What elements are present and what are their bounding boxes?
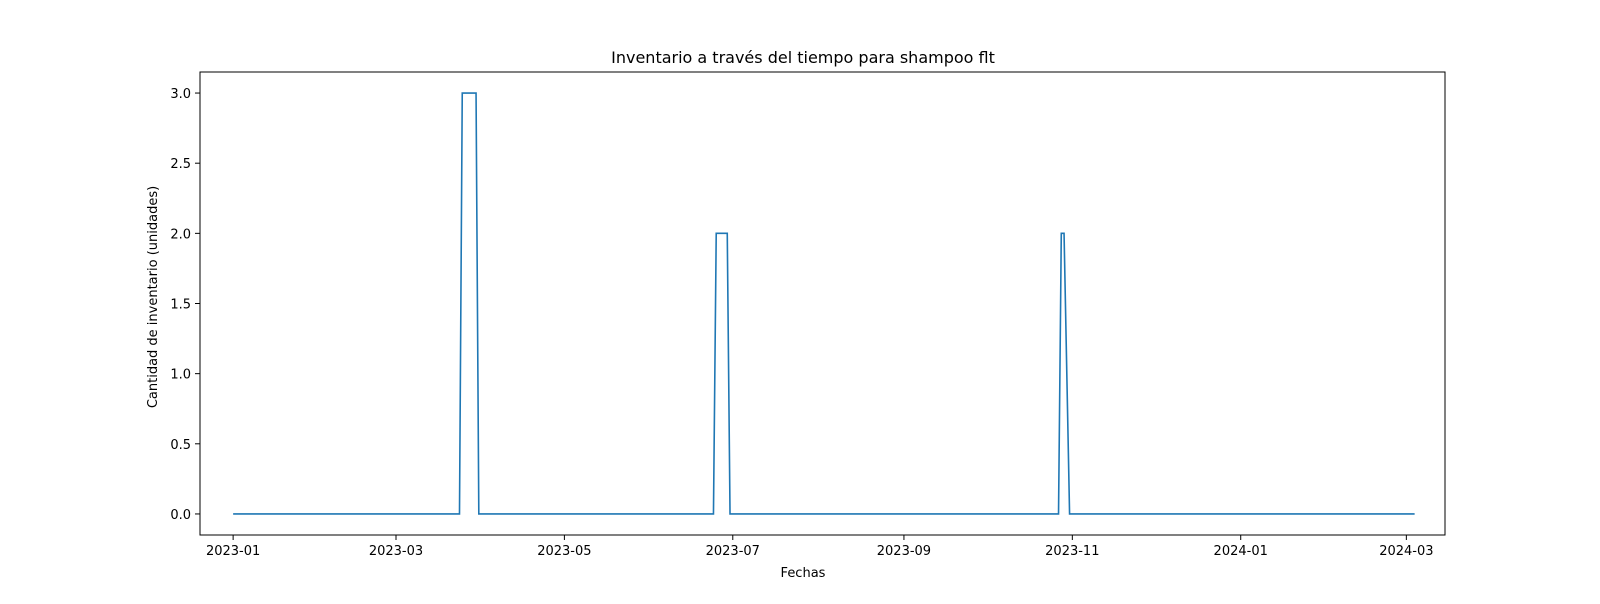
y-tick-label: 1.5 bbox=[170, 298, 191, 313]
x-tick-label: 2023-05 bbox=[537, 544, 591, 559]
x-tick-label: 2023-01 bbox=[206, 544, 260, 559]
x-tick-label: 2023-03 bbox=[369, 544, 423, 559]
y-tick-label: 2.5 bbox=[170, 157, 191, 172]
x-tick-label: 2023-09 bbox=[877, 544, 931, 559]
x-tick-label: 2023-11 bbox=[1045, 544, 1099, 559]
y-tick-label: 3.0 bbox=[170, 87, 191, 102]
y-axis-label: Cantidad de inventario (unidades) bbox=[146, 186, 161, 408]
x-tick-label: 2024-01 bbox=[1214, 544, 1268, 559]
y-tick-label: 1.0 bbox=[170, 368, 191, 383]
x-axis-label: Fechas bbox=[781, 566, 826, 581]
y-tick-label: 0.5 bbox=[170, 438, 191, 453]
axes-frame bbox=[199, 71, 1446, 536]
y-tick-label: 2.0 bbox=[170, 227, 191, 242]
plot-area: 2023-01 2023-03 2023-05 2023-07 2023-09 2023-… bbox=[170, 71, 1446, 559]
chart-title: Inventario a través del tiempo para sham… bbox=[611, 48, 995, 67]
series-line-0 bbox=[233, 92, 1415, 515]
x-tick-label: 2024-03 bbox=[1379, 544, 1433, 559]
y-tick-label: 0.0 bbox=[170, 508, 191, 523]
x-tick-label: 2023-07 bbox=[706, 544, 760, 559]
